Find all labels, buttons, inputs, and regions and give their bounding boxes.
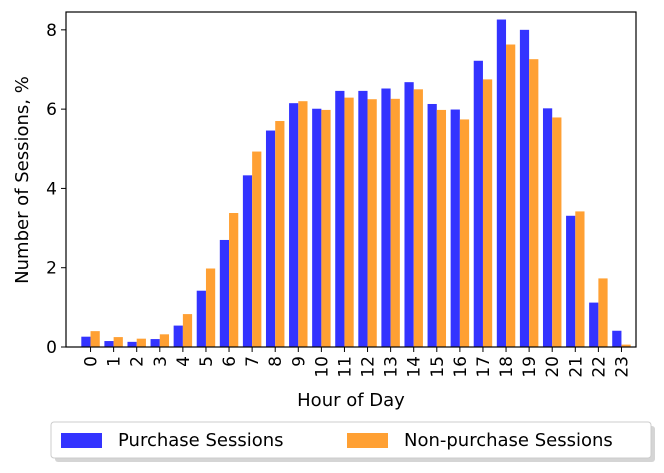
- x-tick-label-20: 20: [543, 356, 563, 378]
- x-tick-label-5: 5: [197, 356, 217, 367]
- bar-non-purchase-20: [552, 117, 562, 348]
- bar-purchase-4: [173, 325, 183, 347]
- y-tick-label-8: 8: [46, 21, 57, 41]
- legend-swatch-non-purchase: [347, 433, 388, 448]
- x-tick-label-4: 4: [174, 356, 194, 367]
- x-tick-label-9: 9: [289, 356, 309, 367]
- bar-non-purchase-17: [482, 79, 493, 348]
- x-tick-label-2: 2: [128, 356, 148, 367]
- y-tick-label-2: 2: [46, 259, 57, 279]
- x-tick-label-15: 15: [428, 356, 448, 378]
- bar-purchase-23: [612, 330, 622, 347]
- x-tick-label-21: 21: [566, 356, 586, 378]
- x-tick-label-13: 13: [382, 356, 402, 378]
- y-axis: 0 2 4 6 8: [46, 21, 66, 358]
- bar-purchase-17: [473, 60, 483, 347]
- x-tick-label-7: 7: [243, 356, 263, 367]
- bar-purchase-11: [335, 90, 345, 347]
- bar-purchase-22: [589, 302, 599, 347]
- x-tick-label-8: 8: [266, 356, 286, 367]
- bar-non-purchase-3: [159, 334, 170, 347]
- bar-purchase-12: [358, 90, 368, 347]
- legend-label-purchase: Purchase Sessions: [118, 430, 284, 451]
- bar-non-purchase-23: [621, 344, 631, 347]
- bar-non-purchase-4: [182, 314, 193, 347]
- x-tick-label-16: 16: [451, 356, 471, 378]
- plot-frame: [65, 11, 637, 348]
- x-tick-label-22: 22: [589, 356, 609, 378]
- bar-non-purchase-12: [367, 99, 377, 347]
- bar-purchase-20: [542, 108, 553, 347]
- bar-purchase-8: [265, 130, 276, 347]
- x-tick-label-14: 14: [405, 356, 425, 378]
- x-tick-label-19: 19: [520, 356, 540, 378]
- bar-purchase-14: [404, 82, 414, 348]
- bar-purchase-1: [104, 341, 114, 347]
- y-tick-label-0: 0: [46, 338, 57, 358]
- bar-non-purchase-14: [413, 89, 423, 347]
- bar-purchase-19: [519, 29, 530, 348]
- bar-non-purchase-11: [344, 97, 354, 347]
- bar-purchase-10: [312, 108, 322, 347]
- x-tick-label-6: 6: [220, 356, 240, 367]
- bar-non-purchase-10: [321, 109, 331, 347]
- x-axis: 0 1 2 3 4 5 6 7 8 9 10 11 12 13 14 15 16 17 18 19 20 21 22 23: [82, 347, 632, 378]
- legend-label-non-purchase: Non-purchase Sessions: [404, 430, 613, 451]
- x-tick-label-10: 10: [312, 356, 332, 378]
- x-tick-label-11: 11: [335, 356, 355, 378]
- x-axis-label: Hour of Day: [297, 390, 405, 411]
- bar-purchase-15: [427, 103, 437, 347]
- legend-swatch-purchase: [61, 433, 102, 448]
- bar-purchase-2: [127, 341, 137, 347]
- bar-non-purchase-22: [598, 278, 608, 347]
- bar-purchase-0: [81, 336, 91, 347]
- bar-non-purchase-16: [459, 119, 470, 347]
- bar-non-purchase-7: [252, 151, 262, 347]
- bar-non-purchase-0: [90, 331, 100, 347]
- bar-non-purchase-2: [136, 338, 146, 347]
- bars-layer: [81, 19, 631, 348]
- bar-purchase-9: [289, 103, 299, 348]
- bar-purchase-3: [150, 339, 160, 347]
- bar-non-purchase-13: [390, 98, 400, 347]
- bar-purchase-16: [450, 109, 460, 347]
- bar-non-purchase-6: [229, 213, 239, 347]
- y-axis-label: Number of Sessions, %: [12, 76, 33, 284]
- bar-purchase-7: [242, 175, 253, 347]
- x-tick-label-1: 1: [105, 356, 125, 367]
- x-tick-label-0: 0: [82, 356, 102, 367]
- x-tick-label-3: 3: [151, 356, 171, 367]
- bar-purchase-5: [196, 290, 206, 347]
- bar-non-purchase-21: [575, 211, 585, 347]
- bar-non-purchase-9: [298, 101, 308, 347]
- x-tick-label-12: 12: [359, 356, 379, 378]
- bar-purchase-21: [566, 215, 576, 347]
- x-tick-label-23: 23: [612, 356, 632, 378]
- x-tick-label-17: 17: [474, 356, 494, 378]
- bar-non-purchase-8: [275, 121, 285, 348]
- bar-non-purchase-1: [113, 337, 123, 347]
- y-tick-label-4: 4: [46, 179, 57, 199]
- bar-purchase-18: [496, 19, 507, 348]
- bar-non-purchase-5: [205, 268, 216, 347]
- bar-non-purchase-18: [506, 44, 516, 347]
- bar-purchase-6: [219, 239, 230, 347]
- bar-non-purchase-15: [436, 109, 447, 347]
- x-tick-label-18: 18: [497, 356, 517, 378]
- legend: Purchase Sessions Non-purchase Sessions: [50, 421, 655, 462]
- bar-non-purchase-19: [529, 59, 539, 348]
- bar-purchase-13: [381, 88, 391, 347]
- y-tick-label-6: 6: [46, 100, 57, 120]
